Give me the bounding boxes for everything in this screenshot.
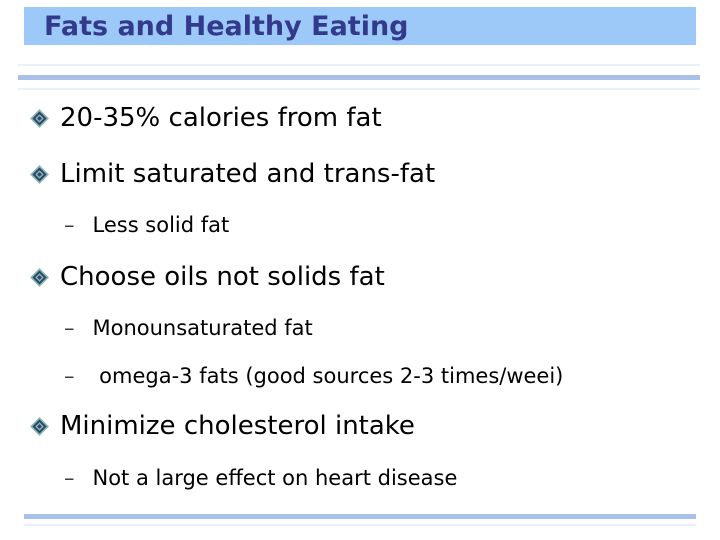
bullet-item: Minimize cholesterol intake (30, 406, 415, 446)
sub-bullet-item: – Monounsaturated fat (64, 311, 313, 345)
diamond-bullet-icon (30, 108, 49, 128)
bullet-text: 20-35% calories from fat (60, 103, 382, 133)
divider-line-faint (18, 88, 700, 90)
slide-title: Fats and Healthy Eating (44, 10, 409, 42)
slide-title-bar: Fats and Healthy Eating (24, 7, 696, 45)
dash-bullet-icon: – (64, 465, 75, 490)
top-divider-line (18, 75, 700, 80)
bullet-item: 20-35% calories from fat (30, 98, 382, 138)
dash-bullet-icon: – (64, 315, 75, 340)
bullet-text: Minimize cholesterol intake (60, 411, 415, 441)
sub-bullet-item: – Less solid fat (64, 208, 229, 242)
sub-bullet-text: Less solid fat (92, 213, 230, 237)
bullet-text: Limit saturated and trans-fat (60, 159, 436, 189)
sub-bullet-item: – Not a large effect on heart disease (64, 461, 457, 495)
sub-bullet-text: Not a large effect on heart disease (92, 466, 458, 490)
diamond-bullet-icon (30, 416, 49, 436)
dash-bullet-icon: – (64, 212, 75, 237)
bottom-divider-line (24, 514, 696, 519)
divider-line-faint (18, 64, 700, 66)
sub-bullet-text: Monounsaturated fat (92, 316, 313, 340)
dash-bullet-icon: – (64, 363, 75, 388)
bullet-item: Limit saturated and trans-fat (30, 154, 435, 194)
diamond-bullet-icon (30, 267, 49, 287)
diamond-bullet-icon (30, 164, 49, 184)
sub-bullet-text: omega-3 fats (good sources 2-3 times/wee… (92, 364, 564, 388)
sub-bullet-item: – omega-3 fats (good sources 2-3 times/w… (64, 359, 563, 393)
bullet-text: Choose oils not solids fat (60, 262, 385, 292)
divider-line-faint (24, 524, 696, 526)
bullet-item: Choose oils not solids fat (30, 257, 385, 297)
